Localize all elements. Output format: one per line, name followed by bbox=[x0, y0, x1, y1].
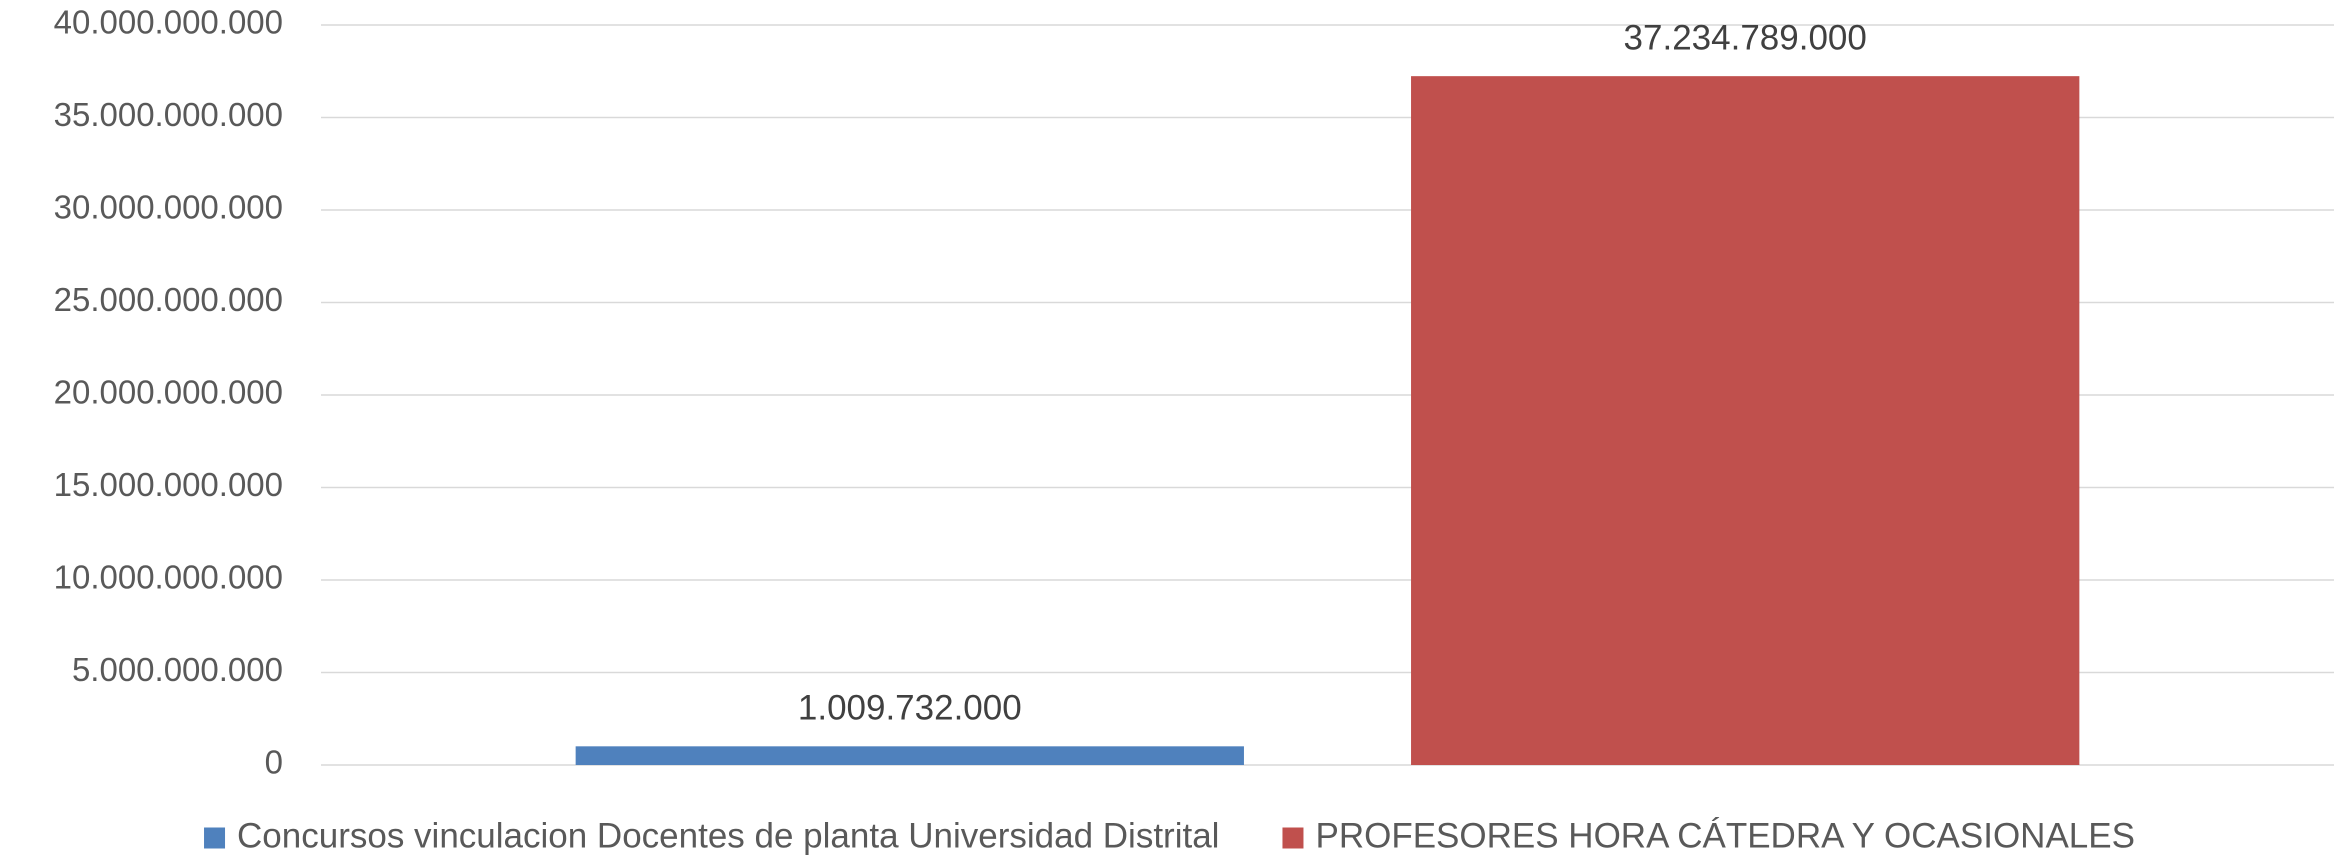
y-tick-label: 40.000.000.000 bbox=[54, 4, 283, 41]
legend-swatch bbox=[204, 827, 226, 849]
y-tick-label: 0 bbox=[265, 744, 283, 781]
legend-text: Concursos vinculacion Docentes de planta… bbox=[237, 816, 1219, 855]
bar bbox=[575, 746, 1244, 765]
value-label: 1.009.732.000 bbox=[798, 689, 1022, 728]
bar bbox=[1411, 76, 2080, 766]
y-tick-label: 25.000.000.000 bbox=[54, 281, 283, 318]
y-tick-label: 35.000.000.000 bbox=[54, 96, 283, 133]
value-label: 37.234.789.000 bbox=[1624, 18, 1867, 57]
y-tick-label: 15.000.000.000 bbox=[54, 466, 283, 503]
y-tick-label: 30.000.000.000 bbox=[54, 189, 283, 226]
y-tick-label: 5.000.000.000 bbox=[72, 651, 283, 688]
legend-swatch bbox=[1282, 827, 1304, 849]
legend-text: PROFESORES HORA CÁTEDRA Y OCASIONALES bbox=[1315, 816, 2135, 855]
y-tick-label: 20.000.000.000 bbox=[54, 374, 283, 411]
y-tick-label: 10.000.000.000 bbox=[54, 559, 283, 596]
